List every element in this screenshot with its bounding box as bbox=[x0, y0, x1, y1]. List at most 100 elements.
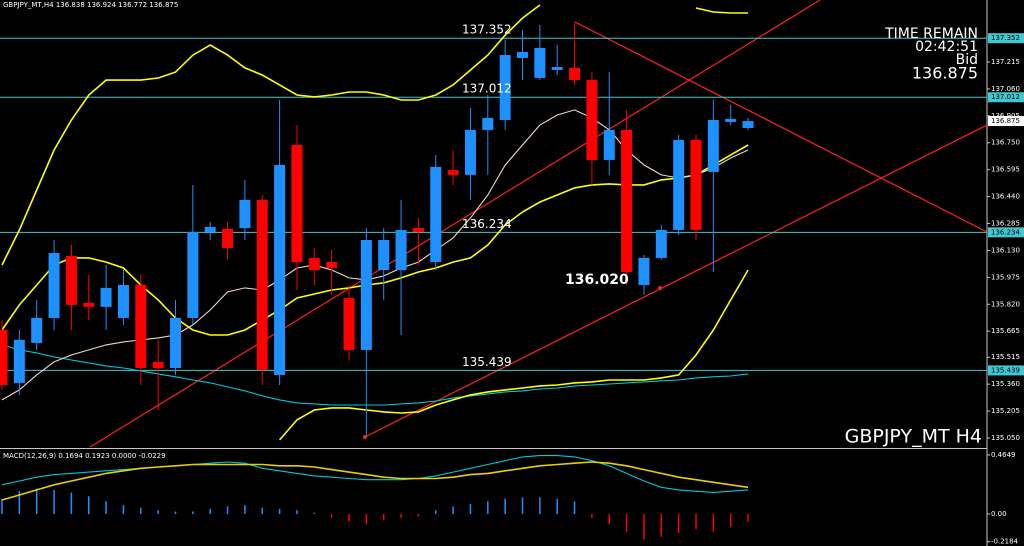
candle-body bbox=[586, 80, 598, 160]
y-tick-label: 136.440 bbox=[991, 193, 1020, 201]
candle-body bbox=[621, 129, 633, 272]
histogram-bar bbox=[625, 514, 628, 532]
histogram-bar bbox=[192, 511, 194, 515]
bid-axis-label: 136.875 bbox=[991, 117, 1020, 125]
histogram-bar bbox=[261, 507, 263, 515]
histogram-bar bbox=[608, 514, 610, 525]
candle-body bbox=[170, 317, 181, 368]
level-axis-label: 136.234 bbox=[991, 228, 1020, 236]
y-tick-label: -0.2184 bbox=[991, 538, 1019, 546]
histogram-bar bbox=[521, 497, 524, 515]
candle-body bbox=[569, 67, 581, 81]
candle-body bbox=[13, 339, 25, 383]
histogram-bar bbox=[278, 508, 281, 515]
histogram-bar bbox=[382, 514, 385, 521]
candle-body bbox=[65, 255, 77, 305]
histogram-bar bbox=[88, 496, 90, 515]
y-tick-label: 0.4649 bbox=[991, 451, 1016, 459]
histogram-bar bbox=[556, 498, 558, 515]
candle-body bbox=[534, 47, 546, 78]
histogram-bar bbox=[122, 505, 125, 515]
time-remain-label: TIME REMAIN bbox=[884, 26, 978, 42]
chart-title: GBPJPY_MT,H4 136.838 136.924 136.772 136… bbox=[3, 1, 178, 9]
candle-body bbox=[222, 228, 234, 248]
histogram-bar bbox=[417, 514, 420, 517]
histogram-bar bbox=[313, 512, 316, 515]
y-tick-label: 135.515 bbox=[991, 353, 1020, 361]
candle-body bbox=[48, 253, 60, 318]
candle-body bbox=[100, 287, 112, 307]
histogram-bar bbox=[365, 514, 368, 525]
trendline bbox=[574, 21, 988, 233]
bid: 136.875 bbox=[912, 64, 978, 83]
y-tick-label: 136.595 bbox=[991, 166, 1020, 174]
indicator-line bbox=[1, 4, 749, 266]
histogram-bar bbox=[348, 514, 350, 522]
trendline bbox=[364, 124, 988, 438]
candle-body bbox=[378, 239, 390, 271]
histogram-bar bbox=[677, 514, 680, 534]
level-axis-box bbox=[988, 33, 1024, 44]
trendline bbox=[89, 0, 821, 448]
y-tick-label: 136.905 bbox=[991, 112, 1020, 120]
candle-body bbox=[690, 139, 702, 230]
anchor-dot bbox=[363, 435, 367, 439]
histogram-bar bbox=[70, 492, 73, 515]
candle-body bbox=[430, 166, 442, 263]
histogram-bar bbox=[452, 506, 454, 515]
indicator-line bbox=[1, 344, 749, 406]
candle-body bbox=[447, 170, 459, 175]
y-tick-label: 137.060 bbox=[991, 85, 1020, 93]
candle-body bbox=[360, 239, 372, 350]
y-tick-label: 135.050 bbox=[991, 434, 1020, 442]
histogram-bar bbox=[643, 514, 645, 540]
level-label: 135.439 bbox=[462, 355, 512, 369]
histogram-bar bbox=[209, 508, 211, 515]
y-tick-label: 135.205 bbox=[991, 407, 1020, 415]
candle-body bbox=[291, 145, 303, 263]
histogram-bar bbox=[140, 507, 142, 515]
histogram-bar bbox=[53, 489, 55, 515]
candle-body bbox=[517, 51, 528, 59]
candle-body bbox=[673, 139, 685, 230]
indicator-line bbox=[278, 269, 749, 441]
candle-body bbox=[204, 226, 216, 233]
candle-body bbox=[152, 361, 164, 368]
candle-body bbox=[707, 119, 719, 172]
indicator-line bbox=[1, 461, 749, 501]
candle-body bbox=[326, 262, 338, 268]
marks bbox=[0, 4, 987, 540]
histogram-bar bbox=[435, 510, 437, 515]
histogram-bar bbox=[591, 514, 593, 518]
anchor-dot bbox=[658, 286, 662, 290]
histogram-bar bbox=[330, 514, 333, 518]
candle-body bbox=[0, 329, 8, 386]
annotation: 136.020 bbox=[565, 272, 629, 288]
histogram-bar bbox=[296, 510, 298, 515]
candle-body bbox=[31, 317, 43, 343]
histogram-bar bbox=[539, 497, 541, 515]
histogram-bar bbox=[1, 498, 3, 515]
candle-body bbox=[742, 121, 754, 128]
histogram-bar bbox=[729, 514, 732, 527]
histogram-bar bbox=[226, 506, 229, 515]
candle-body bbox=[551, 67, 563, 70]
candle-body bbox=[135, 284, 147, 368]
candle-body bbox=[83, 302, 95, 307]
level-axis-box bbox=[988, 92, 1024, 103]
level-axis-label: 137.352 bbox=[991, 34, 1020, 42]
histogram-bar bbox=[174, 511, 177, 515]
histogram-bar bbox=[157, 510, 159, 515]
y-tick-label: 136.750 bbox=[991, 139, 1020, 147]
candle-body bbox=[638, 257, 650, 285]
histogram-bar bbox=[244, 505, 246, 515]
level-axis-box bbox=[988, 227, 1024, 238]
candle-body bbox=[395, 229, 407, 271]
y-tick-label: 135.665 bbox=[991, 327, 1020, 335]
y-tick-label: 135.975 bbox=[991, 273, 1020, 281]
y-tick-label: 135.820 bbox=[991, 300, 1020, 308]
y-tick-label: 0.00 bbox=[991, 510, 1007, 518]
bid-label: Bid bbox=[956, 52, 978, 68]
level-label: 136.234 bbox=[462, 217, 512, 231]
